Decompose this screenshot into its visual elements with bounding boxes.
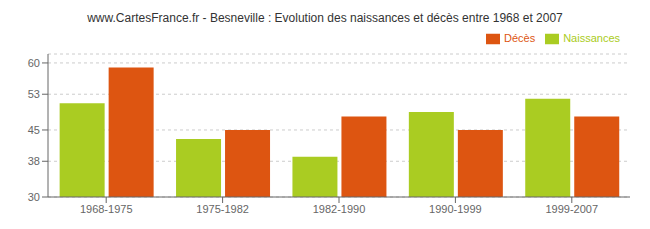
svg-text:1968-1975: 1968-1975: [80, 203, 133, 215]
svg-text:53: 53: [28, 88, 40, 100]
html-text:Naissances: Naissances: [563, 32, 620, 44]
svg-text:60: 60: [28, 57, 40, 69]
svg-text:1975-1982: 1975-1982: [196, 203, 249, 215]
html-text:www.CartesFrance.fr - Besnevil: www.CartesFrance.fr - Besneville : Evolu…: [87, 11, 563, 25]
svg-text:38: 38: [28, 155, 40, 167]
svg-text:1999-2007: 1999-2007: [545, 203, 598, 215]
svg-text:1990-1999: 1990-1999: [429, 203, 482, 215]
svg-text:1982-1990: 1982-1990: [313, 203, 366, 215]
html-text:Décès: Décès: [504, 32, 536, 44]
svg-text:30: 30: [28, 191, 40, 203]
svg-text:45: 45: [28, 124, 40, 136]
